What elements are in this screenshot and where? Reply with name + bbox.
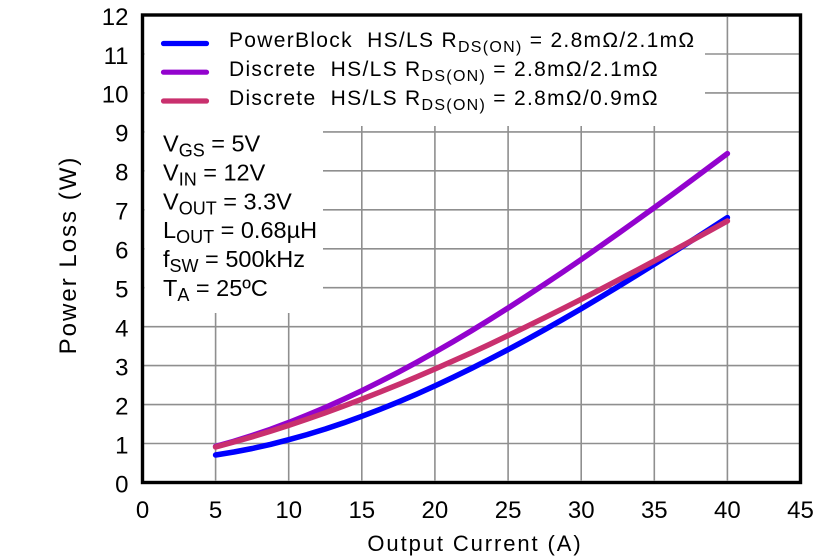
svg-text:7: 7 bbox=[115, 199, 128, 226]
svg-text:Discrete HS/LS RDS(ON)​ = 2.8: Discrete HS/LS RDS(ON)​ = 2.8mΩ/0.9mΩ bbox=[229, 87, 659, 114]
svg-text:VIN​ = 12V: VIN​ = 12V bbox=[163, 159, 266, 189]
svg-text:2: 2 bbox=[115, 393, 128, 420]
svg-text:LOUT​ = 0.68µH: LOUT​ = 0.68µH bbox=[163, 217, 317, 247]
svg-text:5: 5 bbox=[115, 277, 128, 304]
svg-text:VGS​ = 5V: VGS​ = 5V bbox=[163, 131, 261, 161]
svg-text:0: 0 bbox=[136, 497, 149, 524]
svg-text:PowerBlock HS/LS RDS(ON)​ = 2: PowerBlock HS/LS RDS(ON)​ = 2.8mΩ/2.1mΩ bbox=[229, 29, 695, 56]
svg-text:Output Current (A): Output Current (A) bbox=[367, 531, 582, 556]
svg-text:11: 11 bbox=[104, 43, 129, 70]
svg-text:30: 30 bbox=[568, 497, 595, 524]
svg-text:9: 9 bbox=[115, 121, 128, 148]
svg-text:45: 45 bbox=[787, 497, 814, 524]
svg-text:10: 10 bbox=[102, 82, 129, 109]
svg-text:0: 0 bbox=[115, 471, 128, 498]
svg-text:12: 12 bbox=[102, 4, 129, 31]
svg-text:3: 3 bbox=[115, 354, 128, 381]
svg-text:Power Loss (W): Power Loss (W) bbox=[55, 156, 82, 355]
svg-text:TA​ = 25ºC: TA​ = 25ºC bbox=[163, 275, 268, 305]
svg-text:25: 25 bbox=[495, 497, 522, 524]
svg-text:40: 40 bbox=[714, 497, 741, 524]
svg-text:8: 8 bbox=[115, 160, 128, 187]
svg-text:fSW​ = 500kHz: fSW​ = 500kHz bbox=[163, 246, 305, 276]
svg-text:20: 20 bbox=[422, 497, 449, 524]
svg-text:15: 15 bbox=[348, 497, 375, 524]
svg-text:Discrete HS/LS RDS(ON)​ = 2.8: Discrete HS/LS RDS(ON)​ = 2.8mΩ/2.1mΩ bbox=[229, 58, 659, 85]
svg-text:1: 1 bbox=[115, 432, 128, 459]
svg-text:VOUT​ = 3.3V: VOUT​ = 3.3V bbox=[163, 188, 292, 218]
svg-text:6: 6 bbox=[115, 238, 128, 265]
svg-text:10: 10 bbox=[275, 497, 302, 524]
svg-text:35: 35 bbox=[641, 497, 668, 524]
svg-text:5: 5 bbox=[209, 497, 222, 524]
svg-text:4: 4 bbox=[115, 316, 128, 343]
